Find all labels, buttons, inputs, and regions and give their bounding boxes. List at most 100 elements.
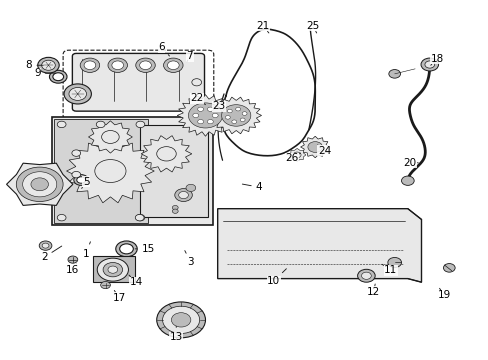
Circle shape bbox=[77, 177, 85, 183]
Circle shape bbox=[240, 118, 244, 122]
Circle shape bbox=[167, 61, 179, 69]
Polygon shape bbox=[141, 136, 191, 172]
Circle shape bbox=[102, 131, 119, 143]
Circle shape bbox=[157, 147, 176, 161]
Text: 26: 26 bbox=[285, 153, 300, 163]
Circle shape bbox=[221, 105, 250, 126]
Circle shape bbox=[225, 116, 230, 119]
Circle shape bbox=[27, 175, 52, 193]
Circle shape bbox=[22, 172, 57, 197]
Polygon shape bbox=[210, 97, 261, 134]
Text: 20: 20 bbox=[403, 158, 417, 168]
Polygon shape bbox=[66, 139, 154, 203]
Circle shape bbox=[424, 61, 434, 68]
Circle shape bbox=[443, 264, 454, 272]
Bar bbox=[140, 125, 207, 217]
Circle shape bbox=[197, 120, 203, 124]
Circle shape bbox=[185, 184, 195, 192]
Text: 10: 10 bbox=[266, 269, 286, 286]
Circle shape bbox=[231, 120, 236, 123]
Circle shape bbox=[68, 256, 78, 263]
Text: 8: 8 bbox=[25, 60, 43, 70]
Circle shape bbox=[69, 87, 86, 100]
Circle shape bbox=[74, 175, 88, 185]
Circle shape bbox=[174, 189, 192, 202]
Circle shape bbox=[242, 112, 246, 115]
Text: 6: 6 bbox=[158, 42, 169, 56]
Text: 13: 13 bbox=[169, 326, 183, 342]
Text: 21: 21 bbox=[256, 21, 269, 33]
Circle shape bbox=[157, 302, 205, 338]
Circle shape bbox=[57, 215, 66, 221]
Polygon shape bbox=[88, 121, 132, 153]
Circle shape bbox=[108, 266, 118, 273]
Circle shape bbox=[95, 159, 126, 183]
Circle shape bbox=[84, 61, 96, 69]
Circle shape bbox=[116, 241, 137, 257]
Circle shape bbox=[53, 73, 63, 81]
Polygon shape bbox=[288, 148, 305, 161]
Circle shape bbox=[57, 121, 66, 128]
Circle shape bbox=[194, 108, 216, 123]
Circle shape bbox=[108, 58, 127, 72]
Circle shape bbox=[361, 272, 370, 279]
Circle shape bbox=[212, 113, 218, 118]
Text: 12: 12 bbox=[366, 284, 380, 297]
Circle shape bbox=[162, 306, 199, 333]
Circle shape bbox=[140, 61, 151, 69]
Circle shape bbox=[172, 206, 178, 210]
Circle shape bbox=[192, 113, 198, 118]
Polygon shape bbox=[177, 95, 233, 136]
Circle shape bbox=[197, 107, 203, 111]
Circle shape bbox=[103, 262, 122, 277]
Polygon shape bbox=[217, 209, 421, 282]
Text: 19: 19 bbox=[437, 288, 450, 301]
Circle shape bbox=[39, 241, 52, 250]
Text: 15: 15 bbox=[135, 244, 154, 254]
Circle shape bbox=[191, 79, 201, 86]
Text: 4: 4 bbox=[242, 182, 262, 192]
Polygon shape bbox=[300, 136, 329, 158]
Text: 16: 16 bbox=[66, 264, 80, 275]
Text: 1: 1 bbox=[82, 242, 90, 258]
Text: 3: 3 bbox=[184, 251, 194, 267]
Circle shape bbox=[136, 121, 144, 128]
Circle shape bbox=[42, 243, 49, 248]
Text: 7: 7 bbox=[186, 51, 193, 62]
Circle shape bbox=[420, 58, 438, 71]
Text: 9: 9 bbox=[34, 68, 55, 78]
Text: 5: 5 bbox=[81, 177, 89, 188]
Bar bbox=[52, 117, 212, 225]
Circle shape bbox=[226, 108, 245, 123]
Circle shape bbox=[307, 141, 322, 152]
Circle shape bbox=[178, 192, 188, 199]
Text: 11: 11 bbox=[381, 264, 397, 275]
Circle shape bbox=[172, 209, 178, 213]
Circle shape bbox=[72, 150, 81, 156]
Polygon shape bbox=[6, 163, 73, 206]
Circle shape bbox=[136, 58, 155, 72]
Circle shape bbox=[72, 171, 81, 178]
FancyBboxPatch shape bbox=[72, 53, 204, 111]
Circle shape bbox=[309, 143, 321, 151]
Circle shape bbox=[188, 103, 222, 128]
Circle shape bbox=[207, 107, 213, 111]
Text: 25: 25 bbox=[305, 21, 319, 33]
Circle shape bbox=[97, 258, 128, 281]
Circle shape bbox=[293, 152, 301, 158]
Circle shape bbox=[171, 313, 190, 327]
Text: 14: 14 bbox=[129, 275, 142, 287]
Text: 24: 24 bbox=[317, 145, 330, 156]
Circle shape bbox=[207, 120, 213, 124]
Circle shape bbox=[16, 167, 63, 202]
Circle shape bbox=[96, 121, 105, 128]
Text: 23: 23 bbox=[212, 102, 225, 112]
Circle shape bbox=[235, 107, 240, 111]
Bar bbox=[93, 256, 135, 282]
Circle shape bbox=[120, 244, 133, 254]
Text: 2: 2 bbox=[41, 246, 61, 262]
Circle shape bbox=[112, 61, 123, 69]
Text: 18: 18 bbox=[430, 54, 443, 65]
Circle shape bbox=[401, 176, 413, 185]
Circle shape bbox=[41, 60, 55, 70]
